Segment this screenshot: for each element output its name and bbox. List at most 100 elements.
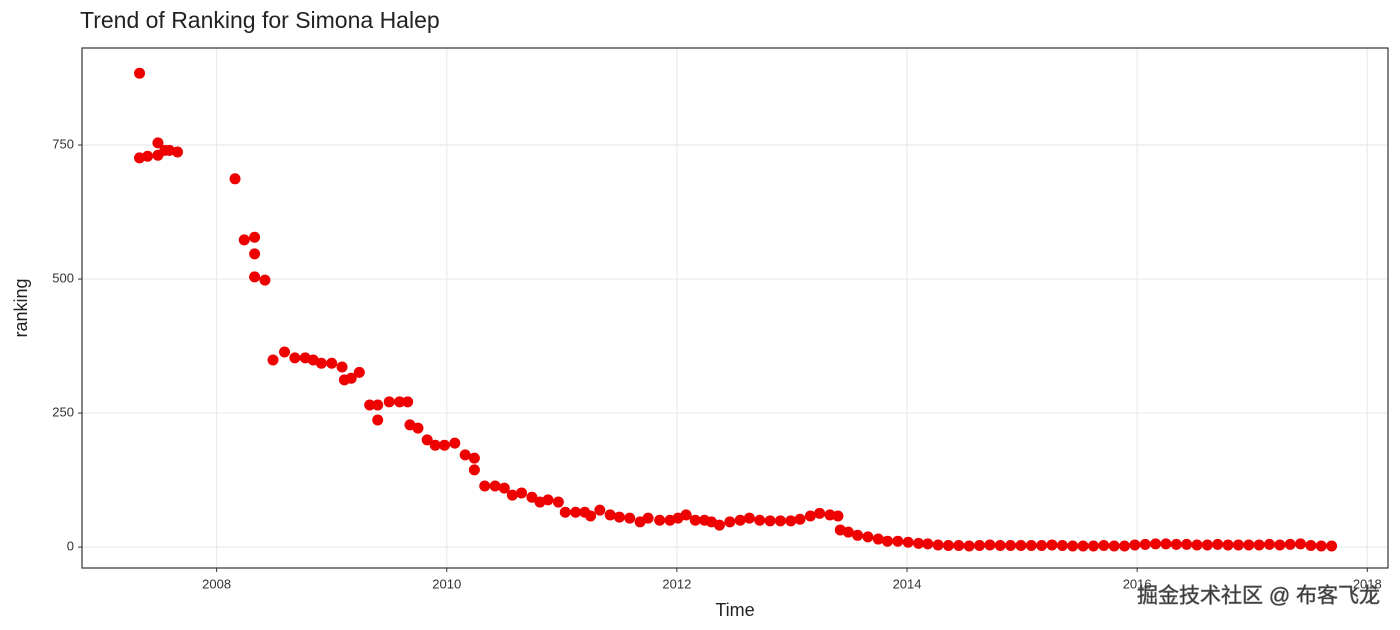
point [459,449,471,461]
point [345,372,357,384]
point [542,494,554,506]
point [984,539,996,551]
point [526,491,538,503]
y-tick-label: 500 [52,270,74,285]
point [1139,538,1151,550]
point [372,399,384,411]
point [1160,538,1172,550]
point [238,234,250,246]
point [364,399,376,411]
point [804,510,816,522]
point [372,414,384,426]
point [353,366,365,378]
point [336,361,348,373]
point [1150,538,1162,550]
point [1253,539,1265,551]
y-tick-label: 0 [67,539,74,554]
point [764,515,776,527]
point [754,514,766,526]
point [412,422,424,434]
point [994,539,1006,551]
point [974,539,986,551]
point [315,357,327,369]
point [1243,539,1255,551]
point [498,482,510,494]
x-tick-label: 2012 [662,576,691,591]
point [832,510,844,522]
panel-border [81,47,1389,569]
point [1025,539,1037,551]
point [394,396,406,408]
point [743,512,755,524]
point [468,464,480,476]
point [1036,539,1048,551]
point [1212,538,1224,550]
y-tick-label: 250 [52,405,74,420]
point [516,487,528,499]
chart-title: Trend of Ranking for Simona Halep [80,7,440,33]
point [289,352,301,364]
point [249,231,261,243]
point [872,533,884,545]
point [152,137,164,149]
x-tick-label: 2014 [893,576,922,591]
point [1274,539,1286,551]
point [134,67,146,79]
x-tick-label: 2010 [432,576,461,591]
y-tick-label: 750 [52,136,74,151]
point [814,507,826,519]
point [1098,539,1110,551]
point [892,535,904,547]
watermark: 掘金技术社区 @ 布客飞龙 [1137,585,1380,608]
point [489,480,501,492]
point [1170,538,1182,550]
point [449,437,461,449]
point [1056,539,1068,551]
point [421,434,433,446]
point [506,489,518,501]
point [1284,538,1296,550]
point [594,504,606,516]
point [229,173,241,185]
point [724,516,736,528]
point [259,274,271,286]
x-tick-label: 2018 [1353,576,1382,591]
point [654,514,666,526]
point [1222,539,1234,551]
point [713,519,725,531]
point [1263,538,1275,550]
point [249,271,261,283]
point [1118,540,1130,552]
point [1087,540,1099,552]
point [326,357,338,369]
point [438,439,450,451]
point [613,511,625,523]
point [402,396,414,408]
point [570,506,582,518]
point [1295,538,1307,550]
point [604,509,616,521]
point [1129,539,1141,551]
point [1305,539,1317,551]
point [774,515,786,527]
point [624,512,636,524]
point [1191,539,1203,551]
point [794,513,806,525]
point [963,540,975,552]
point [479,480,491,492]
point [468,452,480,464]
point [824,509,836,521]
point [1326,540,1338,552]
point [953,539,965,551]
point [881,535,893,547]
point [942,539,954,551]
point [383,396,395,408]
point [172,146,184,158]
point [1315,540,1327,552]
point [734,514,746,526]
point [142,150,154,162]
point [1108,540,1120,552]
point [585,510,597,522]
point [279,346,291,358]
